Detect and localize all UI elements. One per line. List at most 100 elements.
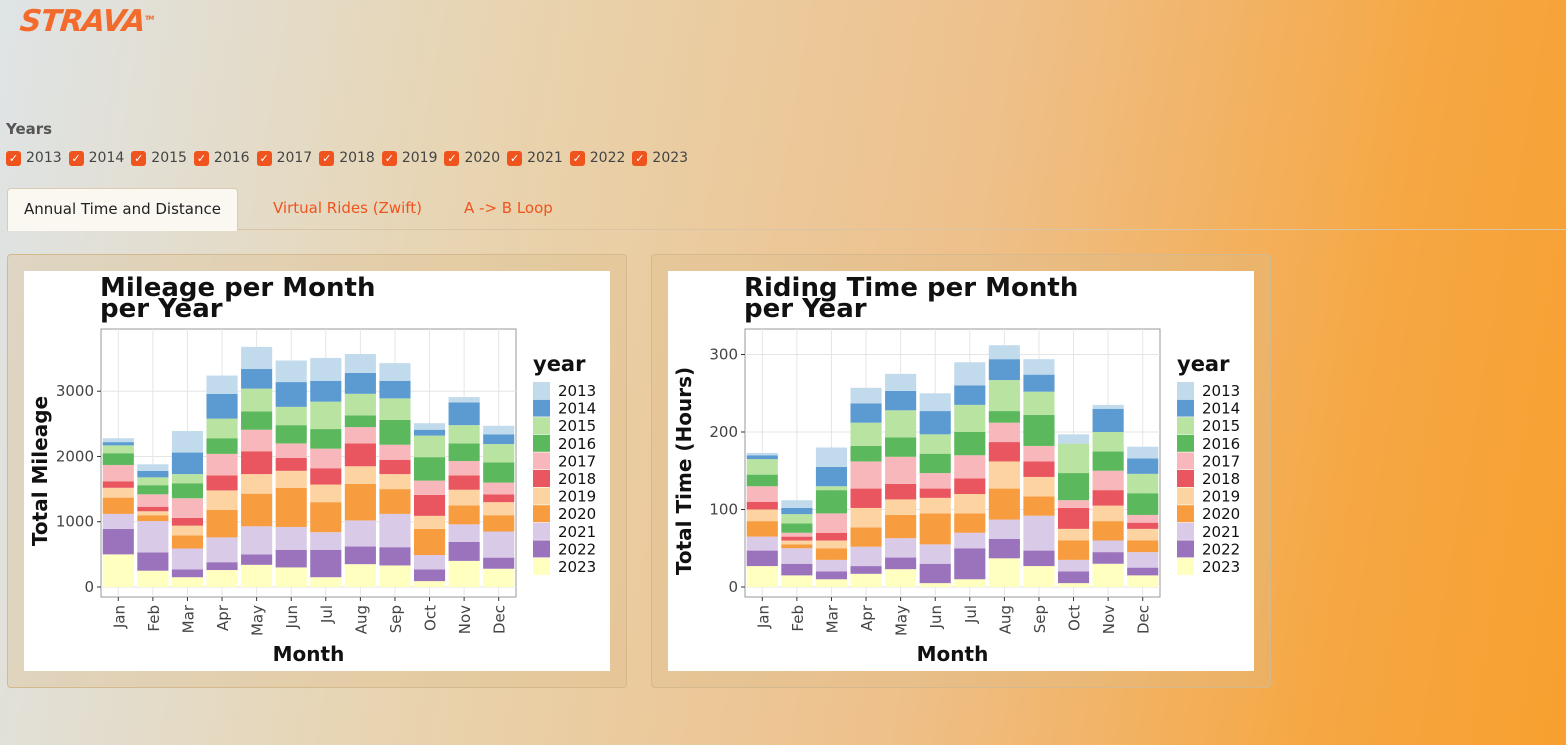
years-filter-label: Years: [6, 120, 53, 138]
year-checkbox-2015[interactable]: ✓ 2015: [131, 150, 187, 166]
x-tick-label: Dec: [1135, 605, 1153, 634]
bar-segment-2018-May: [241, 451, 273, 475]
bar-segment-2022-Aug: [344, 546, 376, 565]
year-checkbox-2020[interactable]: ✓ 2020: [444, 150, 500, 166]
bar-segment-2022-Jan: [102, 528, 134, 555]
bar-segment-2018-Apr: [206, 475, 238, 491]
bar-segment-2014-May: [241, 369, 273, 389]
bar-segment-2015-Dec: [483, 444, 515, 463]
bar-segment-2021-Sep: [1023, 515, 1055, 551]
bar-segment-2021-Jun: [919, 544, 951, 564]
y-tick-label: 2000: [56, 447, 94, 465]
x-tick-label: Aug: [352, 605, 370, 634]
bar-segment-2013-Oct: [1057, 434, 1090, 444]
bar-segment-2015-Sep: [1023, 391, 1055, 415]
bar-segment-2019-Mar: [815, 540, 848, 549]
bar-segment-2023-Sep: [1023, 566, 1055, 587]
checkmark-icon[interactable]: ✓: [193, 150, 209, 166]
bar-segment-2021-Feb: [137, 521, 169, 553]
bar-segment-2014-Dec: [1127, 458, 1159, 474]
legend-label-2016: 2016: [558, 435, 596, 453]
tab-a-b-loop[interactable]: A -> B Loop: [464, 199, 553, 217]
bar-segment-2022-Oct: [1057, 571, 1090, 584]
bar-segment-2015-Jul: [954, 404, 986, 432]
x-tick-label: Jun: [927, 605, 945, 629]
legend-title: year: [533, 352, 586, 376]
bar-segment-2014-Jun: [275, 382, 307, 407]
bar-segment-2017-May: [241, 429, 273, 452]
bar-segment-2020-Sep: [1023, 496, 1055, 516]
bar-segment-2022-Nov: [448, 541, 480, 561]
x-tick-label: Feb: [145, 605, 163, 632]
bar-segment-2018-Nov: [448, 475, 480, 490]
bar-segment-2019-Jun: [275, 470, 307, 488]
bar-segment-2016-Oct: [413, 457, 446, 481]
bar-segment-2014-Jul: [954, 385, 986, 405]
checkmark-icon[interactable]: ✓: [632, 150, 648, 166]
year-checkbox-2019[interactable]: ✓ 2019: [381, 150, 438, 166]
x-tick-label: Sep: [387, 605, 405, 633]
checkmark-icon[interactable]: ✓: [381, 150, 397, 166]
bar-segment-2019-May: [885, 499, 917, 515]
x-tick-label: Mar: [823, 604, 841, 633]
bar-segment-2017-Mar: [815, 513, 848, 533]
year-checkbox-2021[interactable]: ✓ 2021: [507, 150, 563, 166]
tab-virtual-rides[interactable]: Virtual Rides (Zwift): [273, 199, 423, 217]
x-tick-label: Oct: [422, 605, 440, 631]
bar-segment-2021-Jan: [746, 536, 778, 551]
legend-swatch-2022: [1177, 540, 1194, 558]
year-checkbox-2018[interactable]: ✓ 2018: [319, 150, 375, 166]
bar-segment-2020-Aug: [344, 483, 376, 521]
bar-segment-2013-Dec: [1127, 446, 1159, 459]
checkmark-icon[interactable]: ✓: [319, 150, 335, 166]
x-tick-label: Feb: [789, 605, 807, 632]
y-tick-label: 1000: [56, 513, 94, 531]
bar-segment-2013-Jan: [746, 452, 778, 456]
checkmark-icon[interactable]: ✓: [444, 150, 460, 166]
legend-label-2020: 2020: [1202, 505, 1240, 523]
year-checkbox-2016[interactable]: ✓ 2016: [193, 150, 250, 166]
bar-segment-2020-Jul: [310, 502, 342, 533]
bar-segment-2016-Jun: [275, 425, 307, 444]
legend-label-2021: 2021: [558, 523, 596, 541]
x-tick-label: Apr: [858, 604, 876, 631]
legend-label-2018: 2018: [558, 470, 596, 488]
checkmark-icon[interactable]: ✓: [131, 150, 147, 166]
year-checkbox-label: 2019: [401, 150, 438, 166]
bar-segment-2023-Apr: [206, 570, 238, 587]
year-checkbox-label: 2015: [151, 150, 187, 166]
bar-segment-2015-Jan: [102, 445, 134, 454]
year-checkbox-2017[interactable]: ✓ 2017: [256, 150, 312, 166]
year-checkbox-2023[interactable]: ✓ 2023: [632, 150, 688, 166]
checkmark-icon[interactable]: ✓: [256, 150, 272, 166]
bar-segment-2019-Apr: [850, 507, 882, 528]
checkmark-icon[interactable]: ✓: [68, 150, 84, 166]
bar-segment-2020-Dec: [1127, 540, 1159, 553]
bar-segment-2020-Aug: [988, 488, 1020, 520]
bar-segment-2023-Jul: [954, 579, 986, 587]
year-checkbox-2013[interactable]: ✓ 2013: [6, 150, 62, 166]
bar-segment-2019-Jan: [746, 509, 778, 522]
x-tick-label: May: [249, 605, 267, 636]
checkmark-icon[interactable]: ✓: [6, 150, 21, 166]
bar-segment-2019-Feb: [137, 511, 169, 516]
bar-segment-2016-Aug: [988, 411, 1020, 423]
bar-segment-2021-Aug: [988, 519, 1020, 539]
tab-annual-time-distance[interactable]: Annual Time and Distance: [7, 188, 238, 231]
bar-segment-2015-Jun: [275, 406, 307, 426]
bar-segment-2023-Dec: [1127, 575, 1159, 587]
x-tick-label: Jun: [283, 605, 301, 629]
bar-segment-2014-Dec: [483, 434, 515, 445]
year-checkbox-2014[interactable]: ✓ 2014: [68, 150, 124, 166]
checkmark-icon[interactable]: ✓: [569, 150, 585, 166]
bar-segment-2021-May: [241, 526, 273, 555]
bar-segment-2014-May: [885, 390, 917, 411]
bar-segment-2017-Feb: [137, 494, 169, 507]
legend-swatch-2023: [1177, 558, 1194, 575]
year-checkbox-2022[interactable]: ✓ 2022: [569, 150, 625, 166]
bar-segment-2016-May: [241, 411, 273, 430]
bar-segment-2017-Oct: [1057, 500, 1090, 508]
legend-swatch-2016: [1177, 434, 1194, 452]
checkmark-icon[interactable]: ✓: [507, 150, 523, 166]
